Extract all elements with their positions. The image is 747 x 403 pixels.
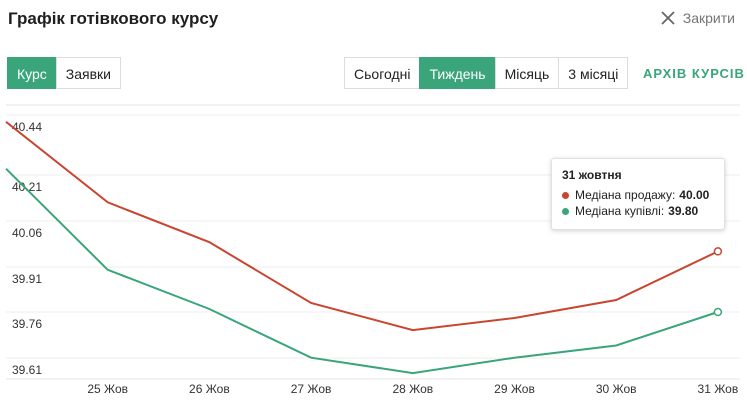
period-tabs: Сьогодні Тиждень Місяць 3 місяці: [344, 57, 629, 89]
tab-week[interactable]: Тиждень: [419, 57, 496, 89]
tab-3-months[interactable]: 3 місяці: [558, 57, 629, 89]
y-tick-label: 40.06: [12, 226, 42, 240]
tab-month[interactable]: Місяць: [494, 57, 560, 89]
y-tick-label: 39.76: [12, 317, 42, 331]
buy-dot-icon: [562, 207, 569, 215]
series-line-buy: [5, 167, 719, 375]
chart-tooltip: 31 жовтня Медіана продажу: 40.00 Медіана…: [551, 158, 725, 230]
x-tick-label: 30 Жов: [596, 382, 637, 396]
view-tabs: Курс Заявки: [7, 57, 122, 89]
close-label: Закрити: [682, 10, 735, 26]
series-point-buy: [713, 307, 723, 317]
series-point-sell: [713, 247, 723, 256]
x-tick-label: 25 Жов: [87, 382, 128, 396]
y-tick-label: 39.91: [12, 272, 42, 286]
tooltip-sell-row: Медіана продажу: 40.00: [562, 188, 714, 202]
x-tick-label: 26 Жов: [189, 382, 230, 396]
tooltip-sell-value: 40.00: [679, 188, 710, 202]
y-tick-label: 40.44: [12, 120, 42, 134]
chart-title: Графік готівкового курсу: [8, 9, 219, 28]
tab-rate[interactable]: Курс: [7, 57, 57, 89]
tooltip-buy-label: Медіана купівлі:: [575, 204, 665, 218]
tooltip-buy-value: 39.80: [668, 204, 699, 218]
y-tick-label: 39.61: [12, 363, 42, 377]
x-tick-label: 27 Жов: [291, 382, 332, 396]
archive-link[interactable]: АРХІВ КУРСІВ: [643, 66, 745, 81]
x-tick-label: 28 Жов: [392, 382, 433, 396]
close-icon: [661, 11, 675, 25]
x-tick-label: 31 Жов: [698, 382, 739, 396]
tooltip-buy-row: Медіана купівлі: 39.80: [562, 204, 714, 218]
rate-chart: 39.61 39.76 39.91 40.06 40.21 40.44 25 Жов 26 Ж…: [0, 100, 747, 403]
tooltip-date: 31 жовтня: [562, 168, 622, 182]
tab-requests[interactable]: Заявки: [55, 57, 122, 89]
x-tick-label: 29 Жов: [494, 382, 535, 396]
chart-svg: 39.61 39.76 39.91 40.06 40.21 40.44 25 Жов 26 Ж…: [5, 104, 740, 396]
close-button[interactable]: Закрити: [661, 10, 735, 26]
sell-dot-icon: [562, 191, 569, 199]
tab-today[interactable]: Сьогодні: [344, 57, 421, 89]
y-tick-label: 40.21: [12, 180, 42, 194]
series-line-sell: [5, 121, 719, 332]
tooltip-sell-label: Медіана продажу:: [575, 188, 676, 202]
